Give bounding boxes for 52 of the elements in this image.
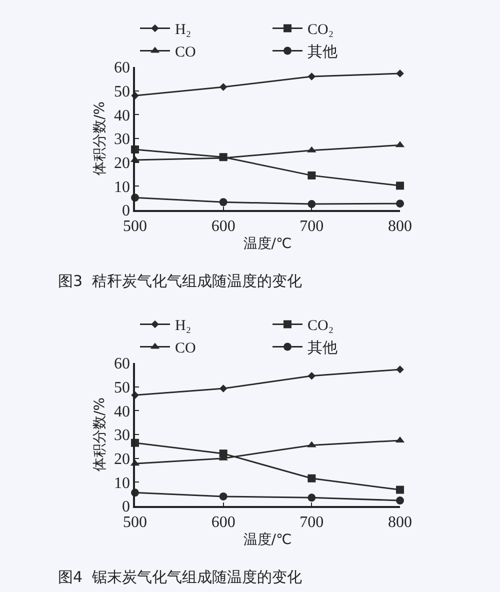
x-tick-label: 500 xyxy=(123,218,147,235)
y-tick-label: 20 xyxy=(114,450,130,468)
text: 图4 锯末炭气化气组成随温度的变化 xyxy=(58,568,302,586)
y-axis-title: 体积分数/% xyxy=(92,101,108,176)
legend-label: CO₂ xyxy=(308,318,334,334)
legend-label: CO₂ xyxy=(308,22,334,38)
point xyxy=(396,486,404,494)
legend-label: 其他 xyxy=(308,340,338,357)
legend-label: H₂ xyxy=(175,318,192,334)
y-tick-label: 10 xyxy=(114,178,130,196)
x-tick-label: 800 xyxy=(388,514,412,531)
point xyxy=(219,198,228,206)
y-tick-label: 60 xyxy=(114,356,130,373)
x-axis-title: 温度/℃ xyxy=(243,532,292,548)
point xyxy=(396,182,404,190)
y-tick-label: 30 xyxy=(114,131,130,148)
x-tick-label: 800 xyxy=(388,218,412,235)
y-tick-label: 50 xyxy=(114,83,130,100)
legend-label: 其他 xyxy=(308,44,338,61)
text: 图3 秸秆炭气化气组成随温度的变化 xyxy=(58,272,302,290)
y-tick-label: 40 xyxy=(114,107,130,124)
point xyxy=(308,200,316,208)
x-tick-label: 700 xyxy=(300,218,324,235)
y-axis-title: 体积分数/% xyxy=(92,397,108,472)
point xyxy=(308,372,316,380)
x-axis-title: 温度/℃ xyxy=(243,236,292,252)
point xyxy=(396,200,404,208)
point xyxy=(396,70,404,78)
point xyxy=(308,72,316,80)
y-tick-label: 50 xyxy=(114,379,130,396)
y-tick-label: 0 xyxy=(122,202,130,220)
x-tick-label: 600 xyxy=(211,218,236,235)
y-tick-label: 40 xyxy=(114,403,130,420)
point xyxy=(396,496,404,505)
x-tick-label: 600 xyxy=(211,514,236,531)
point xyxy=(308,171,316,180)
y-tick-label: 60 xyxy=(114,60,130,77)
y-tick-label: 20 xyxy=(114,154,130,172)
x-tick-label: 700 xyxy=(300,514,324,531)
y-tick-label: 0 xyxy=(122,498,130,516)
point xyxy=(219,83,228,91)
legend-label: H₂ xyxy=(175,22,192,38)
legend-label: CO xyxy=(175,44,196,61)
point xyxy=(219,384,228,392)
point xyxy=(396,366,404,374)
y-tick-label: 30 xyxy=(114,427,130,444)
x-tick-label: 500 xyxy=(123,514,147,531)
legend-label: CO xyxy=(175,340,196,357)
point xyxy=(308,494,316,502)
point xyxy=(219,492,228,500)
point xyxy=(308,474,316,482)
y-tick-label: 10 xyxy=(114,474,130,492)
